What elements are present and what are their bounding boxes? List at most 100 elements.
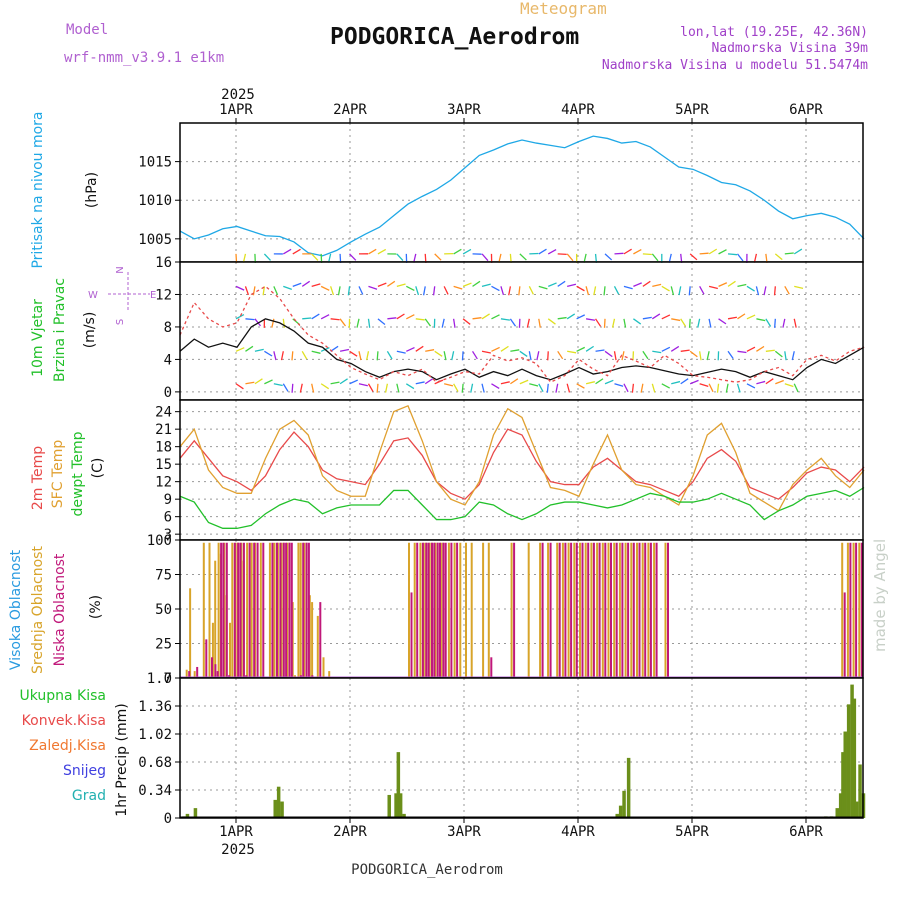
temperature-ytick-label-3: 12 xyxy=(155,475,172,491)
temperature-ytick-label-1: 6 xyxy=(164,510,172,526)
cloud-bar-0-39 xyxy=(408,542,410,678)
wind-arrow-35-2 xyxy=(566,313,576,320)
precipitation-bar-0-21 xyxy=(846,704,851,818)
wind-arrow-58-2 xyxy=(782,318,786,328)
wind-arrow-25-1 xyxy=(471,350,478,360)
wind-arrow-11-2 xyxy=(339,318,347,327)
wind-arrow-55-4 xyxy=(753,253,758,263)
cloud-bar-0-72 xyxy=(618,542,621,678)
cloud-bar-1-14 xyxy=(239,542,242,678)
wind-arrow-48-3 xyxy=(688,286,691,296)
precipitation-bar-0-11 xyxy=(615,813,619,818)
wind-arrow-30-0 xyxy=(519,379,529,385)
wind-arrow-31-0 xyxy=(529,383,539,387)
cloud-ytick-label-0: 0 xyxy=(164,671,172,687)
wind-arrow-23-2 xyxy=(452,318,456,328)
wind-panel: 0 4 8 12 16 xyxy=(155,248,865,401)
wind-arrow-4-1 xyxy=(273,351,277,361)
wind-arrow-33-4 xyxy=(547,248,557,255)
cloud-bar-0-67 xyxy=(590,542,593,678)
wind-arrow-3-1 xyxy=(264,350,273,357)
precipitation-bar-0-22 xyxy=(850,684,854,818)
precipitation-ytick-label-3: 1.02 xyxy=(138,727,172,743)
cloud-bar-0-50 xyxy=(447,542,450,678)
wind-arrow-35-0 xyxy=(566,383,571,393)
wind-arrow-41-2 xyxy=(623,318,627,328)
wind-arrow-14-3 xyxy=(368,285,378,290)
cloud-bar-1-50 xyxy=(450,542,453,678)
precipitation-bar-0-6 xyxy=(387,794,391,818)
wind-arrow-44-3 xyxy=(652,283,662,287)
cloud-bar-0-73 xyxy=(624,542,627,678)
wind-arrow-41-3 xyxy=(623,285,633,290)
temp-unit: (C) xyxy=(90,458,106,479)
wind-arrow-0-1 xyxy=(235,347,245,352)
altitude-info: Nadmorska Visina 39m xyxy=(711,41,868,56)
cloud-bar-0-40 xyxy=(413,542,416,678)
wind-arrow-52-0 xyxy=(725,383,729,393)
precipitation-bar-0-17 xyxy=(835,808,839,818)
precipitation-bar-0-20 xyxy=(843,731,847,818)
wind-arrow-41-4 xyxy=(623,248,632,255)
wind-arrow-45-0 xyxy=(661,383,671,389)
wind-arrow-55-3 xyxy=(755,286,760,296)
cloud-bar-1-13 xyxy=(237,542,240,678)
precipitation-bar-0-2 xyxy=(193,808,198,818)
wind-arrow-26-1 xyxy=(481,350,491,354)
wind-arrow-51-2 xyxy=(718,318,727,325)
wind-arrow-41-0 xyxy=(623,383,629,393)
wind-arrow-25-3 xyxy=(472,280,481,287)
day-label-top-2: 3APR xyxy=(447,102,481,118)
cloud-bar-0-55 xyxy=(482,542,485,678)
cloud-bar-0-71 xyxy=(613,542,616,678)
wind-ylabel-2: Brzina i Pravac xyxy=(52,278,68,382)
cloud-bar-0-63 xyxy=(567,542,570,678)
wind-arrow-28-1 xyxy=(500,345,509,352)
wind-arrow-27-2 xyxy=(491,314,500,320)
lonlat-info: lon,lat (19.25E, 42.36N) xyxy=(680,25,868,40)
wind-arrow-28-3 xyxy=(500,286,505,296)
wind-plot-area xyxy=(180,262,863,400)
cloud-bar-1-75 xyxy=(638,542,641,678)
cloud-bar-1-59 xyxy=(541,542,544,678)
temperature-line-2m-temp xyxy=(179,428,865,500)
cloud-bar-1-25 xyxy=(285,542,288,678)
legend-konvek-kisa: Konvek.Kisa xyxy=(22,713,106,729)
wind-arrow-30-4 xyxy=(519,253,527,261)
cloud-bar-1-64 xyxy=(575,542,578,678)
wind-arrow-36-0 xyxy=(576,383,585,389)
wind-arrow-24-4 xyxy=(462,248,472,255)
wind-arrow-5-1 xyxy=(280,351,284,361)
wind-arrow-38-3 xyxy=(593,286,597,296)
cloud-bar-1-21 xyxy=(271,542,274,678)
wind-arrow-15-1 xyxy=(376,351,379,361)
cloud-bar-1-6 xyxy=(216,671,219,678)
wind-arrow-46-4 xyxy=(668,253,672,263)
wind-arrow-46-1 xyxy=(670,345,680,352)
temperature-ytick-label-5: 18 xyxy=(155,440,172,456)
cloud-bar-0-64 xyxy=(573,542,576,678)
wind-arrow-19-1 xyxy=(415,345,424,352)
wind-arrow-9-0 xyxy=(320,383,330,390)
temperature-ytick-label-7: 24 xyxy=(155,405,172,421)
wind-arrow-53-3 xyxy=(737,283,747,287)
pressure-ylabel: Pritisak na nivou mora xyxy=(30,111,46,268)
year-top: 2025 xyxy=(221,87,255,103)
wind-arrow-19-4 xyxy=(413,253,417,263)
cloud-bar-1-68 xyxy=(598,542,601,678)
cloud-bar-1-17 xyxy=(248,542,251,678)
precipitation-bar-0-3 xyxy=(273,799,277,818)
cloud-bar-0-53 xyxy=(465,542,467,678)
wind-arrow-17-1 xyxy=(396,350,406,354)
wind-arrow-42-4 xyxy=(633,249,642,255)
wind-arrow-6-4 xyxy=(292,248,301,255)
cloud-bar-0-58 xyxy=(527,542,530,678)
cloud-bar-1-39 xyxy=(410,592,413,678)
wind-arrow-31-3 xyxy=(528,286,534,295)
wind-arrow-26-4 xyxy=(481,253,489,262)
wind-arrow-15-3 xyxy=(377,282,387,287)
wind-arrow-42-2 xyxy=(633,318,642,325)
wind-arrow-16-2 xyxy=(387,317,397,320)
wind-arrow-37-0 xyxy=(585,381,596,385)
wind-arrow-40-0 xyxy=(614,383,624,387)
